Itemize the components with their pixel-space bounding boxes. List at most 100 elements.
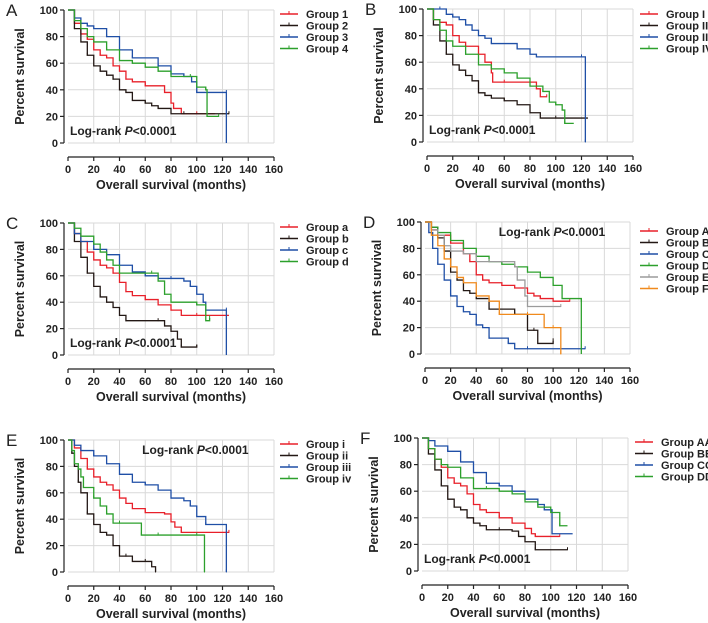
km-curve-group-d: [425, 221, 582, 354]
legend-item: Group a: [280, 222, 349, 234]
km-curve-group-bb: [422, 437, 568, 551]
legend-item: Group 4: [280, 44, 349, 56]
legend-item: Group III: [640, 32, 708, 44]
legend-label: Group iii: [306, 462, 351, 474]
km-curve-group-e: [425, 221, 561, 308]
km-curve-group-a: [425, 221, 570, 302]
x-axis-label: Overall survival (months): [450, 606, 600, 620]
legend-label: Group F: [666, 284, 708, 296]
legend-label: Group 2: [306, 21, 348, 33]
x-tick-label: 0: [422, 375, 428, 387]
axes: 0 20 40 60 80 100 0 20 40 60 80 100 120 140 160 Overall…: [372, 4, 642, 191]
y-tick-label: 20: [403, 323, 415, 335]
legend-item: Group I: [640, 9, 705, 21]
x-tick-label: 160: [621, 375, 639, 387]
x-tick-label: 60: [496, 375, 508, 387]
x-tick-label: 140: [239, 164, 257, 176]
x-tick-label: 40: [472, 163, 484, 175]
y-tick-label: 80: [400, 460, 412, 472]
x-axis-label: Overall survival (months): [96, 390, 246, 404]
y-tick-label: 100: [40, 435, 58, 447]
x-tick-label: 0: [419, 592, 425, 604]
x-tick-label: 100: [544, 375, 562, 387]
x-tick-label: 40: [113, 593, 125, 605]
legend-label: Group E: [666, 272, 708, 284]
y-tick-label: 20: [46, 111, 58, 123]
panel-a: A 0 20 40 60 80 100 0 20 40 60 80 100 120 140 160 Overal…: [6, 1, 349, 192]
y-tick-label: 60: [403, 270, 415, 282]
y-tick-label: 100: [40, 5, 58, 17]
legend-item: Group IV: [640, 44, 708, 56]
x-tick-label: 120: [570, 375, 588, 387]
x-tick-label: 140: [598, 163, 616, 175]
legend-item: Group B: [640, 238, 708, 250]
x-tick-label: 40: [467, 592, 479, 604]
legend-label: Group DD: [661, 472, 708, 484]
legend-item: Group AA: [635, 437, 708, 449]
legend-label: Group I: [666, 9, 705, 21]
log-rank-annotation: Log-rank P<0.0001: [70, 124, 177, 138]
x-tick-label: 100: [188, 164, 206, 176]
y-tick-label: 40: [400, 513, 412, 525]
panel-b: B 0 20 40 60 80 100 0 20 40 60 80 100 120 140 160 Overal…: [365, 0, 708, 191]
y-axis-label: Percent survival: [367, 456, 381, 553]
grid: [422, 437, 629, 572]
x-tick-label: 40: [470, 375, 482, 387]
legend-item: Group i: [280, 439, 345, 451]
x-tick-label: 140: [595, 375, 613, 387]
legend-label: Group CC: [661, 460, 708, 472]
panel-f: F 0 20 40 60 80 100 0 20 40 60 80 100 120 140 160 Overal…: [360, 429, 708, 620]
legend-label: Group iv: [306, 474, 352, 486]
panel-label: B: [365, 0, 376, 19]
legend-item: Group C: [640, 249, 708, 261]
x-tick-label: 0: [65, 164, 71, 176]
km-curve-group-i: [68, 439, 229, 534]
km-curve-group-iii: [68, 439, 228, 572]
legend-item: Group A: [640, 226, 708, 238]
y-tick-label: 80: [403, 243, 415, 255]
km-curve-group-f: [425, 221, 562, 354]
y-tick-label: 80: [405, 31, 417, 43]
x-tick-label: 160: [265, 164, 283, 176]
panel-label: D: [363, 213, 375, 232]
y-tick-label: 100: [397, 217, 415, 229]
x-tick-label: 120: [213, 376, 231, 388]
x-axis-label: Overall survival (months): [452, 389, 602, 403]
y-tick-label: 40: [46, 514, 58, 526]
x-tick-label: 160: [619, 592, 637, 604]
legend-label: Group 1: [306, 9, 348, 21]
x-tick-label: 80: [521, 375, 533, 387]
legend-label: Group BB: [661, 449, 708, 461]
x-tick-label: 140: [239, 593, 257, 605]
x-tick-label: 160: [265, 376, 283, 388]
legend-label: Group i: [306, 439, 345, 451]
x-tick-label: 60: [139, 593, 151, 605]
legend-label: Group 4: [306, 44, 349, 56]
legend-item: Group DD: [635, 472, 708, 484]
panel-d: D 0 20 40 60 80 100 0 20 40 60 80 100 120 140 160 Overal…: [363, 213, 708, 403]
legend-label: Group II: [666, 21, 708, 33]
y-tick-label: 20: [400, 539, 412, 551]
y-tick-label: 100: [399, 4, 417, 16]
panel-label: F: [360, 429, 370, 448]
y-tick-label: 40: [403, 296, 415, 308]
x-tick-label: 100: [547, 163, 565, 175]
y-axis-label: Percent survival: [13, 458, 27, 555]
y-tick-label: 100: [394, 433, 412, 445]
x-tick-label: 140: [239, 376, 257, 388]
x-tick-label: 60: [139, 164, 151, 176]
x-tick-label: 60: [498, 163, 510, 175]
legend-label: Group AA: [661, 437, 708, 449]
panel-label: A: [6, 1, 18, 20]
x-tick-label: 80: [519, 592, 531, 604]
legend-item: Group b: [280, 234, 349, 246]
y-tick-label: 80: [46, 32, 58, 44]
y-tick-label: 0: [52, 138, 58, 150]
x-tick-label: 100: [188, 376, 206, 388]
x-axis-label: Overall survival (months): [96, 607, 246, 621]
legend-item: Group D: [640, 261, 708, 273]
panel-c: C 0 20 40 60 80 100 0 20 40 60 80 100 120 140 160 Overal…: [6, 214, 349, 404]
y-tick-label: 0: [52, 350, 58, 362]
grid: [427, 8, 634, 143]
y-axis-label: Percent survival: [372, 27, 386, 124]
